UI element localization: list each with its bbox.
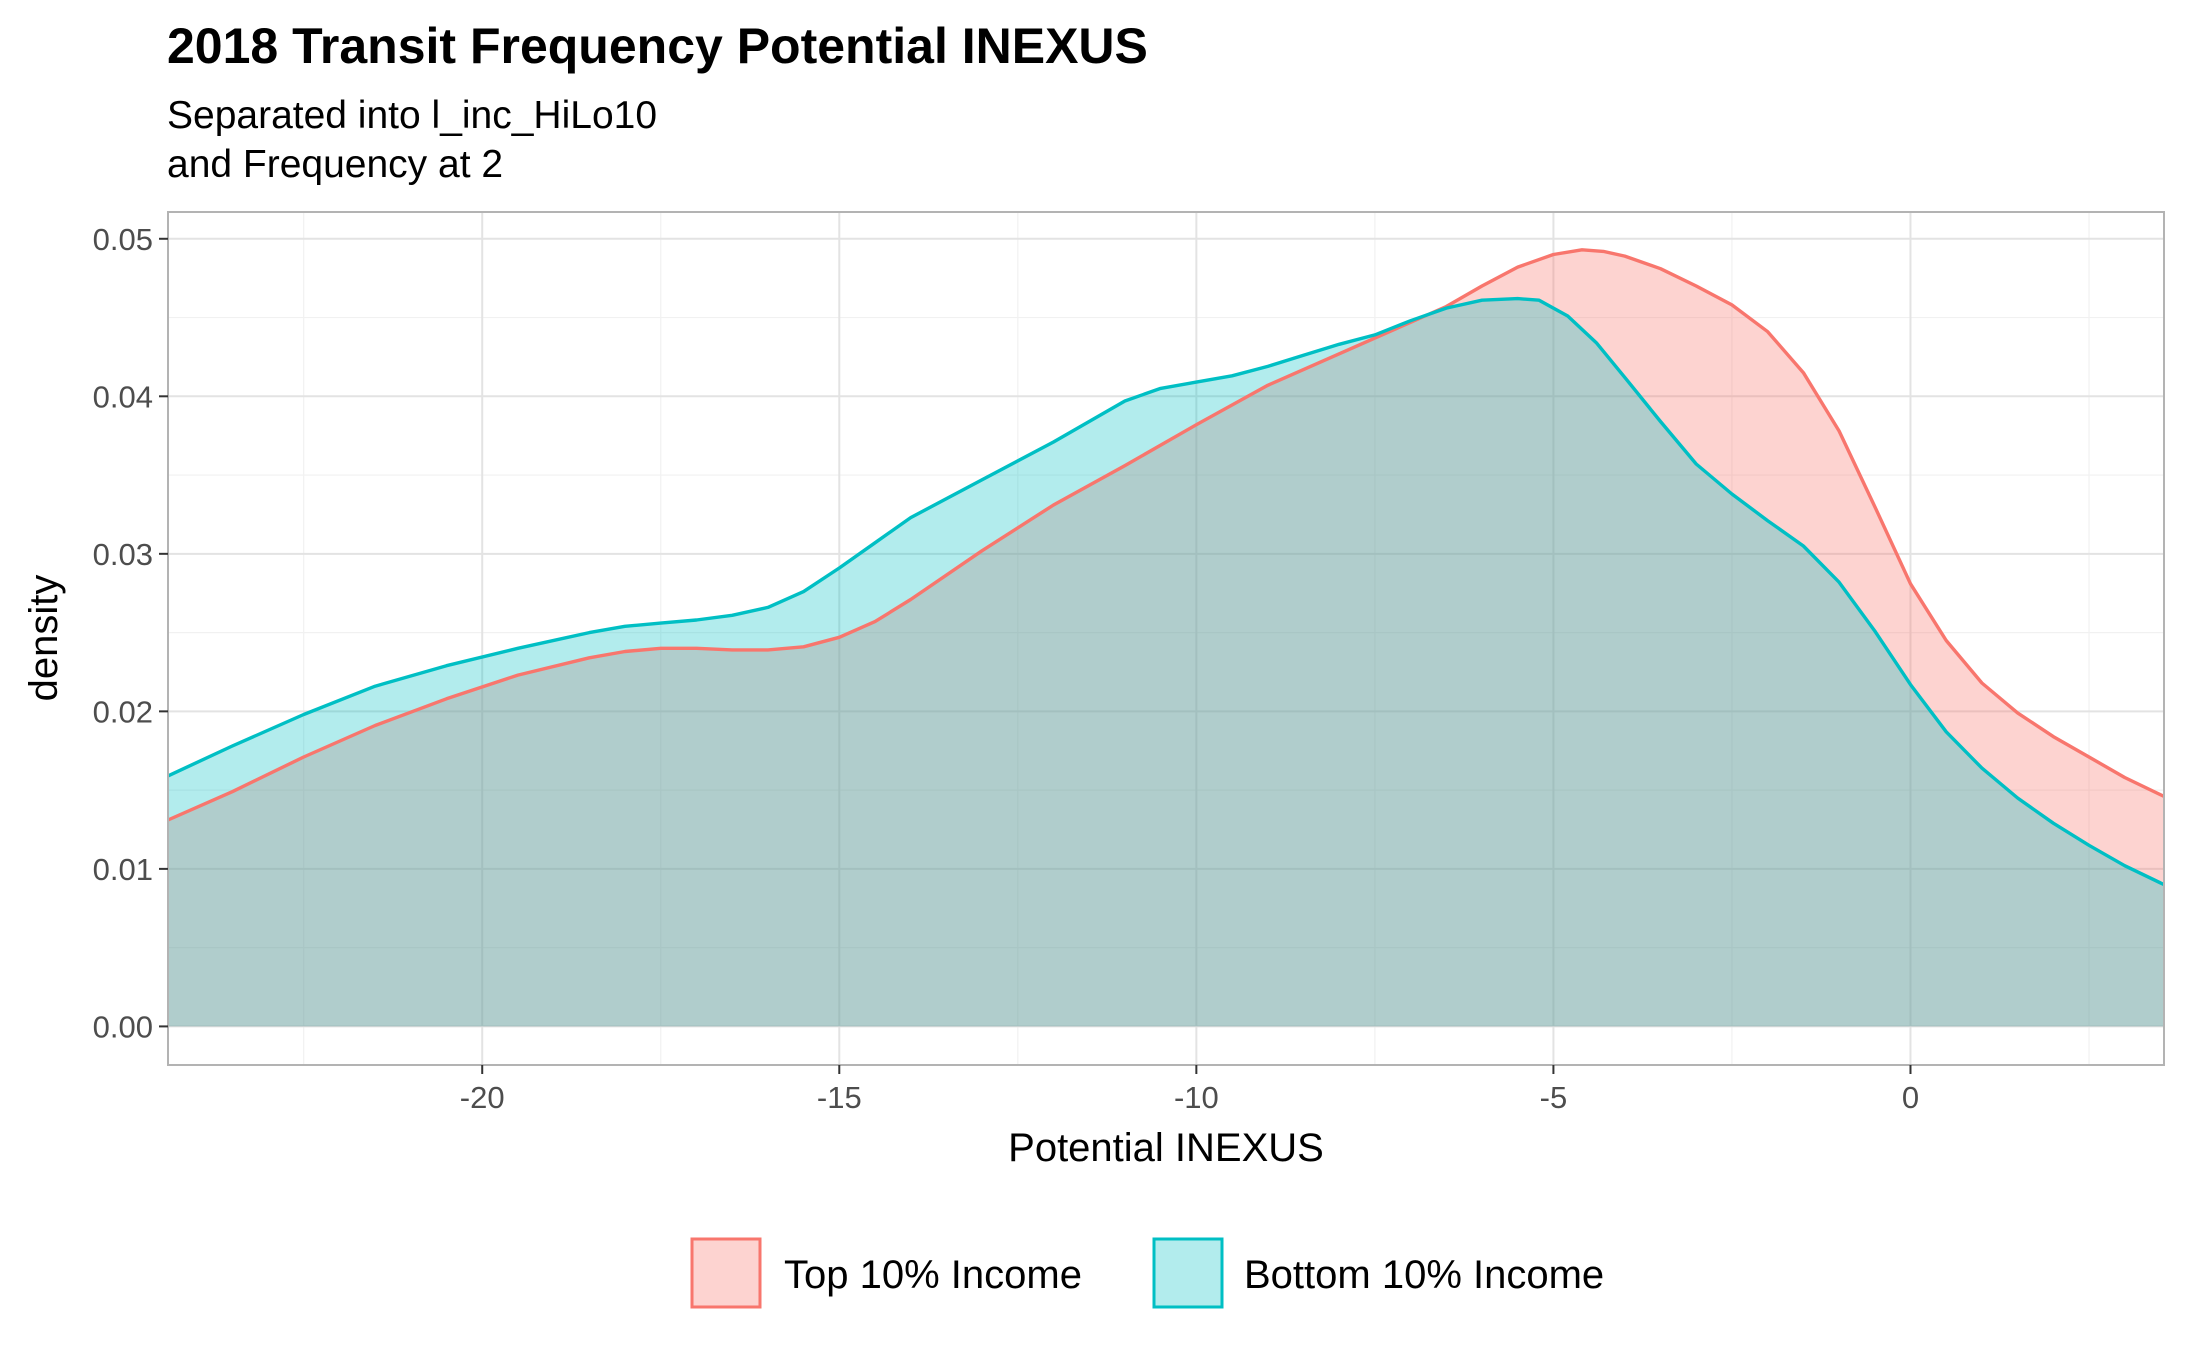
chart-title: 2018 Transit Frequency Potential INEXUS <box>167 18 1148 74</box>
major-gridlines <box>168 212 2164 1065</box>
x-axis-ticks: -20 -15 -10 -5 0 <box>460 1065 1919 1115</box>
y-tick-label: 0.00 <box>93 1009 153 1044</box>
x-tick-label: -10 <box>1174 1080 1219 1115</box>
y-tick-label: 0.04 <box>93 379 153 414</box>
chart-subtitle-line-1: Separated into l_inc_HiLo10 <box>167 94 657 137</box>
x-tick-label: -15 <box>817 1080 862 1115</box>
density-series <box>167 248 2165 1027</box>
density-area-series-0 <box>168 249 2164 1027</box>
plot-border <box>167 211 2165 1066</box>
chart-subtitle-line-2: and Frequency at 2 <box>167 143 503 186</box>
legend: Top 10% Income Bottom 10% Income <box>690 1237 1604 1309</box>
density-line-series-1 <box>167 296 2165 887</box>
y-axis-ticks: 0.00 0.01 0.02 0.03 0.04 0.05 <box>93 222 168 1044</box>
y-tick-label: 0.05 <box>93 222 153 257</box>
legend-label-bottom-10-income: Bottom 10% Income <box>1244 1253 1604 1297</box>
x-tick-label: -20 <box>460 1080 505 1115</box>
legend-label-top-10-income: Top 10% Income <box>784 1253 1082 1297</box>
plot-panel <box>168 212 2164 1065</box>
minor-gridlines <box>168 212 2164 1065</box>
y-axis-title: density <box>22 575 66 702</box>
y-tick-label: 0.01 <box>93 852 153 887</box>
x-axis-title: Potential INEXUS <box>1008 1126 1324 1170</box>
density-area-series-1 <box>168 298 2164 1027</box>
legend-key-top-10-income <box>690 1237 762 1309</box>
x-tick-label: -5 <box>1540 1080 1568 1115</box>
y-tick-label: 0.02 <box>93 694 153 729</box>
y-tick-label: 0.03 <box>93 537 153 572</box>
x-tick-label: 0 <box>1902 1080 1919 1115</box>
legend-key-bottom-10-income <box>1152 1237 1224 1309</box>
